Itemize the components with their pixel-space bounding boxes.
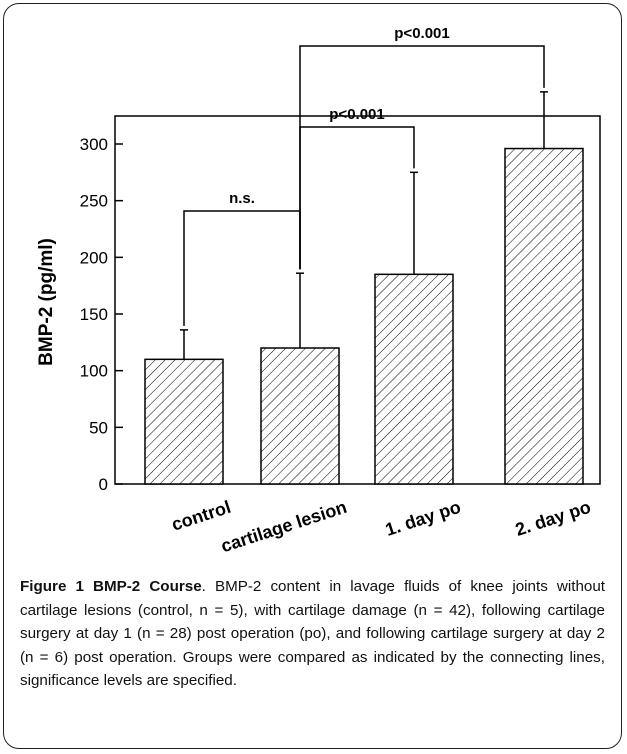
- significance-label-2: p<0.001: [394, 25, 449, 42]
- figure-caption: Figure 1 BMP-2 Course. BMP-2 content in …: [20, 575, 605, 693]
- significance-group: n.s. p<0.001 p<0.001: [183, 25, 545, 326]
- bar-chart: 0 50 100 150 200 250 300 BMP-2 (pg/ml) n.s. p<0.…: [36, 25, 601, 557]
- significance-bracket-0: [183, 210, 301, 326]
- plot-area-frame: [114, 115, 601, 485]
- bar-3: [504, 147, 584, 485]
- significance-bracket-2: [299, 45, 545, 270]
- category-label-1: cartilage lesion: [218, 497, 349, 557]
- category-label-2: 1. day po: [383, 497, 463, 540]
- y-tick-label: 0: [99, 475, 108, 494]
- y-tick-label: 100: [80, 362, 108, 381]
- significance-label-1: p<0.001: [329, 106, 384, 123]
- y-tick-label: 300: [80, 135, 108, 154]
- category-label-0: control: [169, 497, 233, 535]
- category-label-3: 2. day po: [513, 497, 593, 540]
- bar-0: [144, 358, 224, 485]
- caption-text: . BMP-2 content in lavage fluids of knee…: [20, 578, 606, 689]
- y-tick-label: 50: [89, 418, 108, 437]
- significance-bracket-1: [299, 126, 415, 270]
- error-bars-group: [180, 91, 548, 360]
- y-tick-label: 250: [80, 192, 108, 211]
- significance-label-0: n.s.: [229, 190, 255, 207]
- bars-group: [144, 147, 584, 485]
- chart-axes: 0 50 100 150 200 250 300 BMP-2 (pg/ml): [36, 115, 601, 494]
- caption-label: Figure 1 BMP-2 Course: [20, 578, 202, 595]
- bar-2: [374, 273, 454, 485]
- bar-1: [260, 347, 340, 485]
- y-tick-label: 200: [80, 248, 108, 267]
- y-axis-label: BMP-2 (pg/ml): [36, 238, 57, 366]
- y-tick-label: 150: [80, 305, 108, 324]
